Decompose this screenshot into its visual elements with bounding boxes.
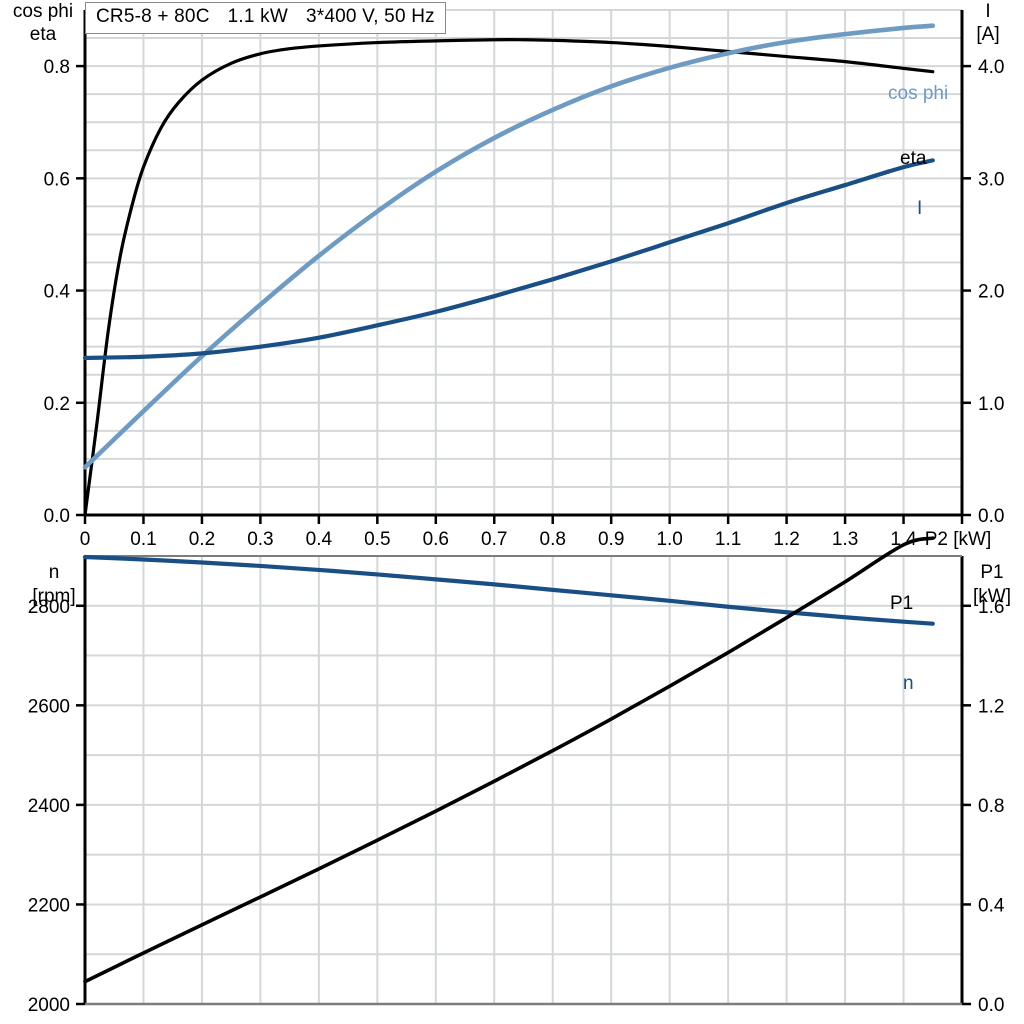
bottom-left-tick-label: 2800 [28,597,70,618]
top-x-tick-label: 0.5 [364,529,390,550]
top-x-tick-label: 0.8 [540,529,566,550]
top-left-tick-label: 0.6 [44,169,70,190]
top-left-tick-label: 0.0 [44,506,70,527]
top-chart-group: 0.0 0.2 0.4 0.6 0.8 0.0 1.0 2.0 3.0 4.0 0 0.1 0.2 0.3… [13,1,1005,550]
top-x-tick-label: 0 [80,529,91,550]
top-right-axis-label-line1: I [985,1,990,22]
top-x-axis-unit-label: P2 [kW] [925,529,992,550]
bottom-left-axis-label-line1: n [49,562,60,583]
top-right-tick-label: 1.0 [978,394,1004,415]
curve-label-eta: eta [900,148,927,169]
top-x-tick-label: 1.3 [832,529,858,550]
top-x-tick-label: 0.4 [306,529,333,550]
curve-p1 [83,536,935,984]
top-chart-gridlines [84,9,963,516]
top-x-tick-label: 1.0 [656,529,682,550]
top-x-tick-label: 0.7 [481,529,507,550]
top-x-tick-label: 0.9 [598,529,624,550]
top-right-tick-label: 3.0 [978,169,1004,190]
curve-eta [83,38,935,517]
top-right-tick-label: 4.0 [978,57,1004,78]
top-x-tick-label: 1.4 [890,529,917,550]
bottom-chart-gridlines [84,555,963,1005]
top-right-axis-label-line2: [A] [976,24,999,45]
chart-title-power: 1.1 kW [227,6,288,27]
chart-title-model: CR5-8 + 80C [96,6,210,27]
bottom-left-tick-label: 2000 [28,995,70,1016]
top-x-tick-label: 0.2 [189,529,215,550]
bottom-left-axis-label-line2: [rpm] [32,586,75,607]
bottom-plot-area [85,556,962,1004]
bottom-chart-group: 2000 2200 2400 2600 2800 0.0 0.4 0.8 1.2 1.6 n [r… [28,536,1011,1016]
bottom-right-tick-label: 0.4 [978,895,1005,916]
curve-label-p1: P1 [890,593,913,614]
top-x-tick-label: 1.1 [715,529,741,550]
top-left-tick-label: 0.2 [44,394,70,415]
top-right-tick-label: 0.0 [978,506,1004,527]
bottom-left-tick-label: 2400 [28,796,70,817]
chart-title-supply: 3*400 V, 50 Hz [305,6,435,27]
top-left-tick-label: 0.4 [44,282,71,303]
top-x-tick-label: 0.1 [130,529,156,550]
bottom-left-tick-label: 2200 [28,895,70,916]
bottom-chart-ticks: 2000 2200 2400 2600 2800 0.0 0.4 0.8 1.2 1.6 [28,597,1005,1016]
bottom-right-tick-label: 1.2 [978,696,1004,717]
top-left-axis-label-line2: eta [30,24,57,45]
top-right-tick-label: 2.0 [978,282,1004,303]
top-x-tick-label: 0.3 [247,529,273,550]
bottom-right-tick-label: 0.0 [978,995,1004,1016]
curve-label-current: I [917,198,922,219]
top-chart-ticks: 0.0 0.2 0.4 0.6 0.8 0.0 1.0 2.0 3.0 4.0 0 0.1 0.2 0.3… [44,57,1005,550]
bottom-right-tick-label: 1.6 [978,597,1004,618]
curve-speed [82,554,935,626]
curve-label-cos-phi: cos phi [888,83,948,104]
top-left-tick-label: 0.8 [44,57,70,78]
curve-label-n: n [903,673,914,694]
top-left-axis-label-line1: cos phi [13,1,73,22]
bottom-left-tick-label: 2600 [28,696,70,717]
curve-cos-phi [82,23,936,470]
top-x-tick-label: 0.6 [423,529,449,550]
top-x-tick-label: 1.2 [773,529,799,550]
curve-current [82,158,935,360]
chart-title-box: CR5-8 + 80C 1.1 kW 3*400 V, 50 Hz [85,2,446,34]
bottom-right-axis-label-line2: [kW] [973,586,1011,607]
bottom-right-tick-label: 0.8 [978,796,1004,817]
bottom-right-axis-label-line1: P1 [980,562,1003,583]
